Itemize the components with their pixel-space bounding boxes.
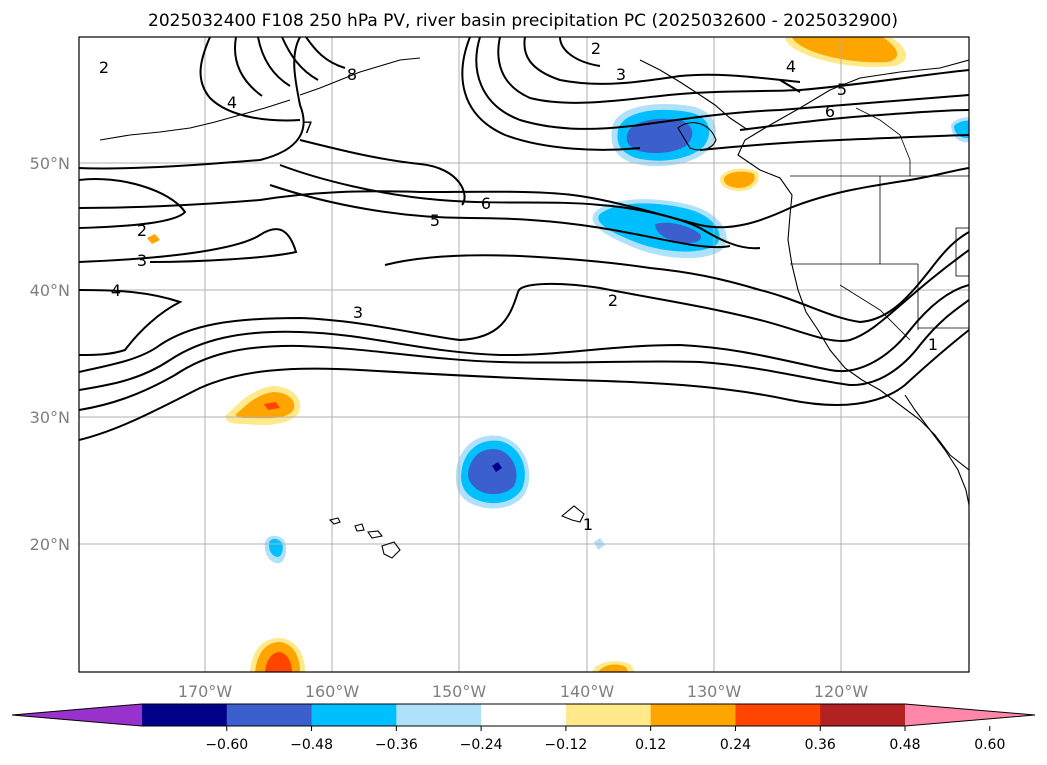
map-gridlines [79, 37, 969, 672]
contour-label: 4 [786, 57, 796, 76]
colorbar-tick-label: 0.60 [974, 737, 1005, 753]
colorbar-tick-label: −0.24 [460, 737, 503, 753]
lat-label-30n: 30°N [30, 408, 70, 427]
contour-label: 2 [591, 39, 601, 58]
pv-contour-labels: 2 2 8 3 4 5 6 4 7 6 5 2 3 4 3 2 1 1 [99, 39, 938, 534]
contour-label: 5 [837, 80, 847, 99]
colorbar-extend-low [12, 704, 142, 726]
precip-shading [147, 37, 969, 672]
lon-label-170w: 170°W [178, 682, 233, 701]
colorbar-tick-label: −0.48 [290, 737, 333, 753]
colorbar-segment [142, 704, 228, 726]
colorbar-segment [481, 704, 567, 726]
lat-labels: 50°N 40°N 30°N 20°N [30, 154, 70, 554]
colorbar: −0.60 −0.48 −0.36 −0.24 −0.12 0.12 0.24 0.36 0.4… [11, 703, 1036, 753]
colorbar-segment [820, 704, 906, 726]
lon-label-140w: 140°W [560, 682, 615, 701]
lon-labels: 170°W 160°W 150°W 140°W 130°W 120°W [178, 682, 869, 701]
contour-label: 1 [928, 335, 938, 354]
colorbar-segment [226, 704, 313, 726]
colorbar-segment [396, 704, 482, 726]
contour-label: 4 [227, 93, 237, 112]
contour-label: 4 [111, 281, 121, 300]
contour-label: 2 [99, 58, 109, 77]
contour-label: 6 [825, 102, 835, 121]
colorbar-tick-label: −0.36 [375, 737, 418, 753]
contour-label: 1 [583, 515, 593, 534]
contour-label: 2 [608, 291, 618, 310]
contour-label: 6 [481, 194, 491, 213]
colorbar-tick-label: −0.12 [544, 737, 587, 753]
lon-label-150w: 150°W [432, 682, 487, 701]
contour-label: 3 [137, 251, 147, 270]
colorbar-segment [565, 704, 652, 726]
colorbar-segment [650, 704, 736, 726]
figure-title: 2025032400 F108 250 hPa PV, river basin … [148, 11, 898, 31]
colorbar-segment [735, 704, 821, 726]
colorbar-segment [311, 704, 397, 726]
colorbar-tick-label: −0.60 [205, 737, 248, 753]
contour-label: 8 [347, 65, 357, 84]
contour-label: 5 [430, 211, 440, 230]
contour-label: 3 [353, 303, 363, 322]
lat-label-40n: 40°N [30, 281, 70, 300]
colorbar-outline [11, 703, 1036, 727]
lat-label-20n: 20°N [30, 535, 70, 554]
lon-label-120w: 120°W [814, 682, 869, 701]
pv-contours [79, 37, 969, 441]
coastlines [99, 57, 969, 559]
colorbar-tick-label: 0.24 [720, 737, 751, 753]
contour-label: 2 [137, 221, 147, 240]
map-area: 2 2 8 3 4 5 6 4 7 6 5 2 3 4 3 2 1 1 [79, 37, 969, 672]
lon-label-160w: 160°W [305, 682, 360, 701]
lat-label-50n: 50°N [30, 154, 70, 173]
colorbar-tick-label: 0.48 [889, 737, 920, 753]
contour-label: 3 [616, 65, 626, 84]
colorbar-extend-high [905, 704, 1035, 726]
map-frame [78, 36, 970, 673]
colorbar-tick-label: 0.12 [635, 737, 666, 753]
lon-label-130w: 130°W [687, 682, 742, 701]
colorbar-tick-label: 0.36 [805, 737, 836, 753]
contour-label: 7 [303, 118, 313, 137]
